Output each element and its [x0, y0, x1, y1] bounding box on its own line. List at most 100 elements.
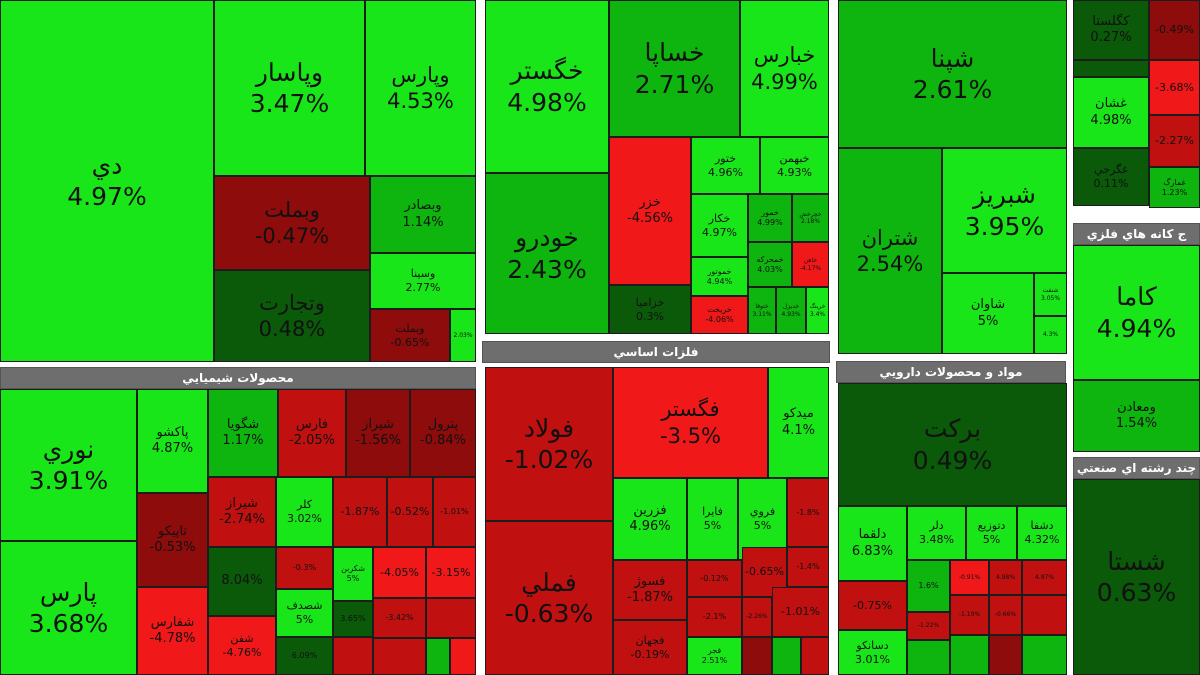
stock-tile[interactable]: -0.52%	[387, 477, 433, 547]
stock-tile[interactable]: -3.15%	[426, 547, 476, 598]
stock-tile[interactable]: -1.87%	[333, 477, 387, 547]
stock-tile[interactable]: ميدكو 4.1%	[768, 367, 829, 478]
stock-tile[interactable]: بركت 0.49%	[838, 383, 1067, 506]
stock-tile[interactable]: وبملت -0.65%	[370, 309, 450, 362]
stock-tile[interactable]: خريخت -4.06%	[691, 296, 748, 334]
stock-tile[interactable]: غگرجي 0.11%	[1073, 148, 1149, 206]
stock-tile[interactable]: نوري 3.91%	[0, 389, 137, 541]
stock-tile[interactable]: خودرو 2.43%	[485, 173, 609, 334]
stock-tile[interactable]: شگويا 1.17%	[208, 389, 278, 477]
stock-tile[interactable]: فجر 2.51%	[687, 637, 742, 675]
stock-tile[interactable]: پاكشو 4.87%	[137, 389, 208, 493]
stock-tile[interactable]: 2.03%	[450, 309, 476, 362]
stock-tile[interactable]: دلقما 6.83%	[838, 506, 907, 581]
stock-tile[interactable]: خزر -4.56%	[609, 137, 691, 285]
stock-tile[interactable]: شكربن 5%	[333, 547, 373, 601]
stock-tile[interactable]: شفارس -4.78%	[137, 587, 208, 675]
stock-tile[interactable]: وپاسار 3.47%	[214, 0, 365, 176]
stock-tile[interactable]: فايرا 5%	[687, 478, 738, 560]
stock-tile[interactable]: -1.01%	[772, 587, 829, 637]
stock-tile[interactable]: دتوزيع 5%	[966, 506, 1017, 560]
stock-tile[interactable]: شبريز 3.95%	[942, 148, 1067, 273]
stock-tile[interactable]: وبملت -0.47%	[214, 176, 370, 270]
stock-tile[interactable]: دسانكو 3.01%	[838, 630, 907, 675]
stock-tile[interactable]: -1.4%	[787, 547, 829, 587]
stock-tile[interactable]: شپنا 2.61%	[838, 0, 1067, 148]
stock-tile[interactable]: خاهن -4.17%	[792, 242, 829, 287]
stock-tile[interactable]: -3.68%	[1149, 60, 1200, 115]
stock-tile[interactable]: كاما 4.94%	[1073, 245, 1200, 380]
stock-tile[interactable]: -4.05%	[373, 547, 426, 598]
stock-tile[interactable]: غمارگ 1.23%	[1149, 167, 1200, 208]
stock-tile[interactable]: پارس 3.68%	[0, 541, 137, 675]
stock-tile[interactable]: 3.65%	[333, 601, 373, 637]
stock-tile[interactable]: ختور 4.96%	[691, 137, 760, 194]
stock-change-percent: 6.83%	[851, 543, 894, 559]
stock-tile[interactable]: -0.49%	[1149, 0, 1200, 60]
stock-tile[interactable]: 4.3%	[1034, 316, 1067, 354]
stock-tile[interactable]: 4.97%	[1022, 560, 1067, 595]
stock-tile[interactable]: پترول -0.84%	[410, 389, 476, 477]
stock-tile[interactable]: شيراز -1.56%	[346, 389, 410, 477]
stock-tile[interactable]: 6.09%	[276, 637, 333, 675]
stock-tile[interactable]: شاوان 5%	[942, 273, 1034, 354]
stock-change-percent: 1.54%	[1115, 416, 1158, 431]
stock-tile[interactable]: -1.01%	[433, 477, 476, 547]
stock-tile[interactable]: شستا 0.63%	[1073, 479, 1200, 675]
stock-tile[interactable]: شيراز -2.74%	[208, 477, 276, 547]
stock-tile[interactable]: خديزل 4.93%	[776, 287, 806, 334]
stock-tile[interactable]: -1.19%	[950, 595, 989, 635]
stock-tile[interactable]: -0.75%	[838, 581, 907, 630]
stock-tile[interactable]: وتجارت 0.48%	[214, 270, 370, 362]
stock-tile[interactable]: -1.22%	[907, 612, 950, 640]
stock-tile[interactable]: تاپيكو -0.53%	[137, 493, 208, 587]
stock-tile[interactable]: دشفا 4.32%	[1017, 506, 1067, 560]
stock-tile[interactable]: 8.04%	[208, 547, 276, 616]
stock-tile[interactable]: -0.65%	[742, 547, 787, 597]
stock-tile[interactable]: فزرين 4.96%	[613, 478, 687, 560]
stock-tile[interactable]: خزاميا 0.3%	[609, 285, 691, 334]
stock-tile[interactable]: خساپا 2.71%	[609, 0, 740, 137]
stock-tile[interactable]: فولاد -1.02%	[485, 367, 613, 521]
stock-tile[interactable]: -2.27%	[1149, 115, 1200, 167]
stock-tile[interactable]: فملي -0.63%	[485, 521, 613, 675]
stock-tile[interactable]: شنفت 3.05%	[1034, 273, 1067, 316]
stock-tile[interactable]: وپارس 4.53%	[365, 0, 476, 176]
stock-tile[interactable]: خكار 4.97%	[691, 194, 748, 257]
stock-tile[interactable]: خچرخش 2.18%	[792, 194, 829, 242]
stock-tile[interactable]: 1.6%	[907, 560, 950, 612]
stock-tile[interactable]: غشان 4.98%	[1073, 77, 1149, 148]
stock-tile[interactable]: كگلستا 0.27%	[1073, 0, 1149, 60]
stock-tile[interactable]: شفن -4.76%	[208, 616, 276, 675]
stock-tile[interactable]: فسوژ -1.87%	[613, 560, 687, 620]
stock-tile[interactable]: -0.91%	[950, 560, 989, 595]
stock-tile[interactable]: -1.8%	[787, 478, 829, 547]
stock-tile[interactable]: ختوقا 3.11%	[748, 287, 776, 334]
stock-tile[interactable]: دي 4.97%	[0, 0, 214, 362]
stock-tile[interactable]: خمور 4.99%	[748, 194, 792, 242]
stock-change-percent: -3.15%	[431, 565, 471, 579]
stock-tile[interactable]: -3.42%	[373, 598, 426, 638]
stock-tile[interactable]: شصدف 5%	[276, 589, 333, 637]
stock-tile[interactable]: خبارس 4.99%	[740, 0, 829, 137]
stock-tile[interactable]: خگستر 4.98%	[485, 0, 609, 173]
stock-tile[interactable]: فجهان -0.19%	[613, 620, 687, 675]
stock-tile[interactable]: كلر 3.02%	[276, 477, 333, 547]
stock-tile[interactable]: 4.98%	[989, 560, 1022, 595]
stock-tile[interactable]: -0.3%	[276, 547, 333, 589]
stock-tile[interactable]: شتران 2.54%	[838, 148, 942, 354]
stock-tile[interactable]: وسينا 2.77%	[370, 253, 476, 309]
stock-tile[interactable]: -2.1%	[687, 597, 742, 637]
stock-tile[interactable]: خرينگ 3.4%	[806, 287, 829, 334]
stock-tile[interactable]: دلر 3.48%	[907, 506, 966, 560]
stock-tile[interactable]: ومعادن 1.54%	[1073, 380, 1200, 452]
stock-tile[interactable]: -0.12%	[687, 560, 742, 597]
stock-tile[interactable]: خموتور 4.94%	[691, 257, 748, 296]
stock-tile[interactable]: خبهمن 4.93%	[760, 137, 829, 194]
stock-tile[interactable]: وبصادر 1.14%	[370, 176, 476, 253]
stock-tile[interactable]: -2.26%	[742, 597, 772, 637]
stock-tile[interactable]: -0.66%	[989, 595, 1022, 635]
stock-tile[interactable]: خمحركه 4.03%	[748, 242, 792, 287]
stock-tile[interactable]: فگستر -3.5%	[613, 367, 768, 478]
stock-tile[interactable]: فارس -2.05%	[278, 389, 346, 477]
